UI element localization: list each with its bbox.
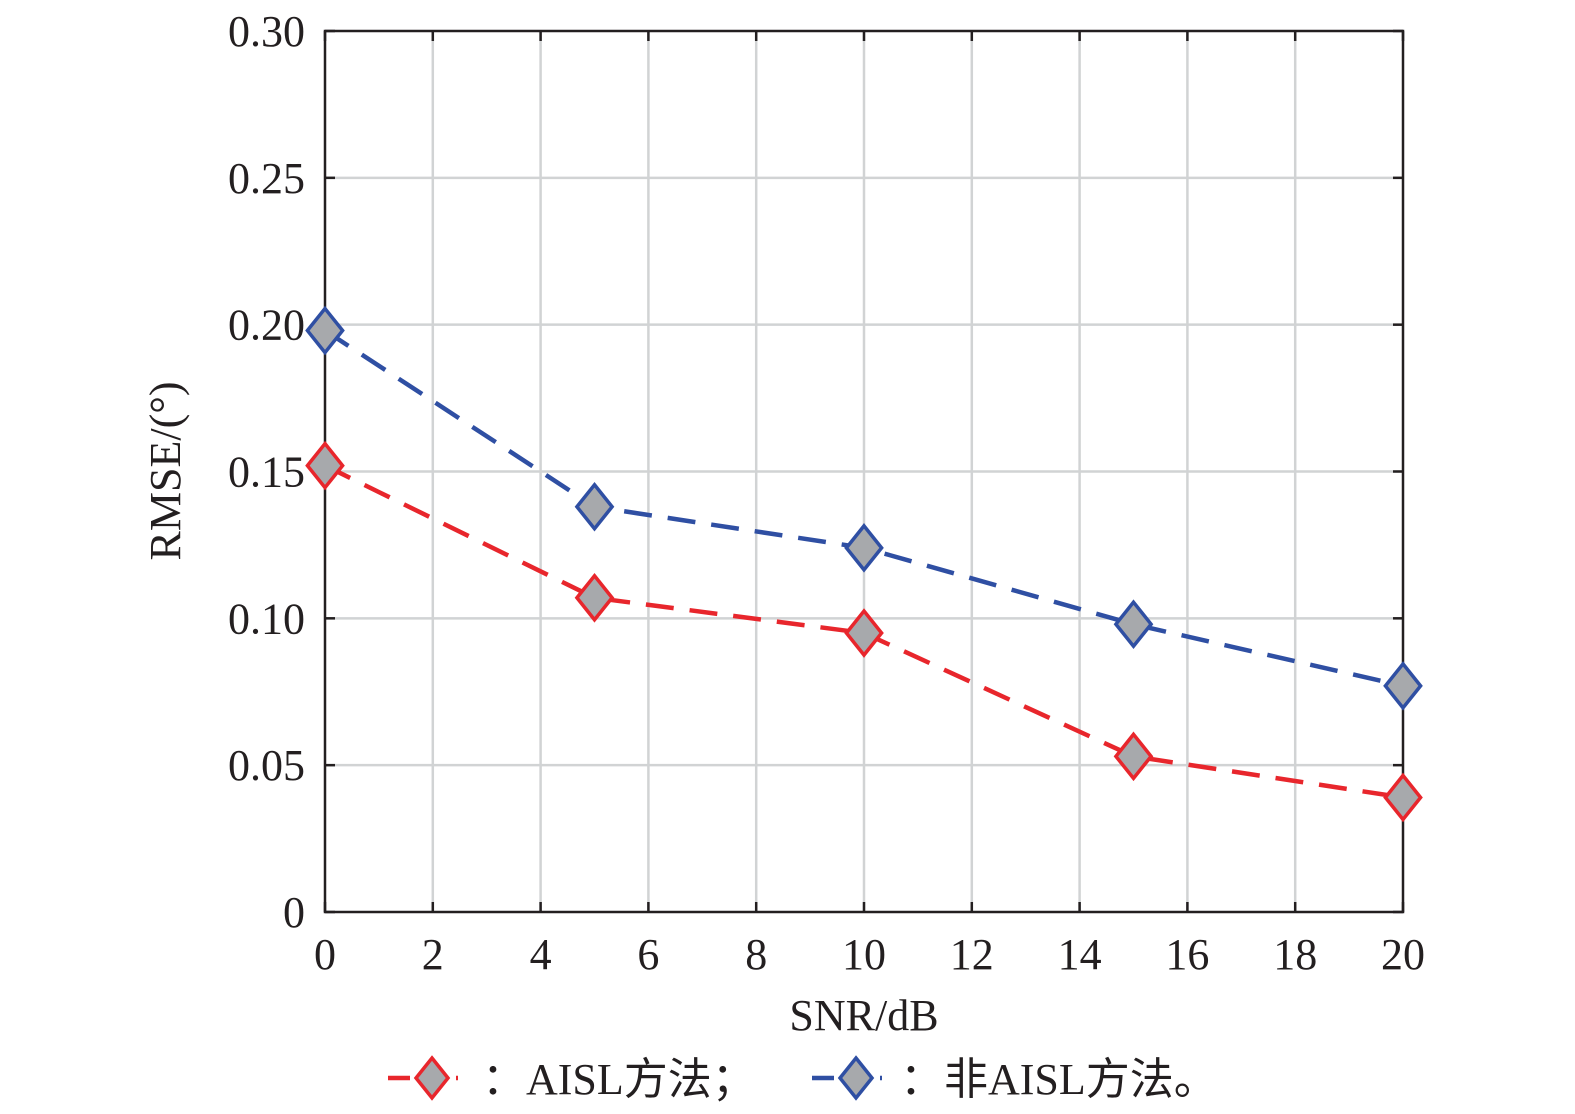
data-point-marker <box>1113 731 1154 782</box>
series-2 <box>305 305 1423 711</box>
x-tick-label: 12 <box>950 930 994 979</box>
x-tick-label: 16 <box>1165 930 1209 979</box>
tick-labels: 0 2 4 6 8 10 12 14 16 18 20 0 0.05 0.10 0.15 0.20 0.25 0.… <box>228 7 1425 979</box>
y-tick-label: 0 <box>283 888 305 937</box>
series-1 <box>305 440 1423 823</box>
data-point-marker <box>305 440 345 491</box>
data-point-marker <box>574 572 615 623</box>
x-tick-label: 2 <box>422 930 444 979</box>
legend-label: ：AISL方法； <box>482 1055 756 1104</box>
legend-marker-swatch <box>837 1055 875 1101</box>
y-tick-label: 0.10 <box>228 594 305 643</box>
series-line <box>324 463 1404 800</box>
y-tick-label: 0.20 <box>228 301 305 350</box>
x-axis-title: SNR/dB <box>789 991 938 1040</box>
data-point-marker <box>1383 772 1423 823</box>
legend-marker-swatch <box>413 1055 451 1101</box>
y-tick-label: 0.30 <box>228 7 305 56</box>
x-tick-label: 0 <box>314 930 336 979</box>
x-tick-label: 6 <box>637 930 659 979</box>
series-group <box>305 305 1423 823</box>
x-tick-label: 14 <box>1058 930 1102 979</box>
x-tick-label: 4 <box>530 930 552 979</box>
data-point-marker <box>1383 661 1423 711</box>
data-point-marker <box>844 523 884 573</box>
y-tick-label: 0.15 <box>228 448 305 497</box>
legend-item-1: ：AISL方法； <box>388 1055 756 1104</box>
legend: ：AISL方法； ：非AISL方法。 <box>388 1055 1218 1104</box>
grid-lines <box>325 31 1403 912</box>
x-tick-label: 18 <box>1273 930 1317 979</box>
legend-item-2: ：非AISL方法。 <box>812 1055 1218 1104</box>
x-tick-label: 8 <box>745 930 767 979</box>
x-tick-label: 10 <box>842 930 886 979</box>
data-point-marker <box>574 481 615 532</box>
y-axis-title: RMSE/(°) <box>141 382 190 561</box>
data-point-marker <box>1113 599 1154 650</box>
data-point-marker <box>844 608 884 658</box>
x-tick-label: 20 <box>1381 930 1425 979</box>
y-tick-label: 0.05 <box>228 741 305 790</box>
legend-label: ：非AISL方法。 <box>900 1055 1218 1104</box>
y-tick-label: 0.25 <box>228 154 305 203</box>
data-point-marker <box>305 305 345 356</box>
